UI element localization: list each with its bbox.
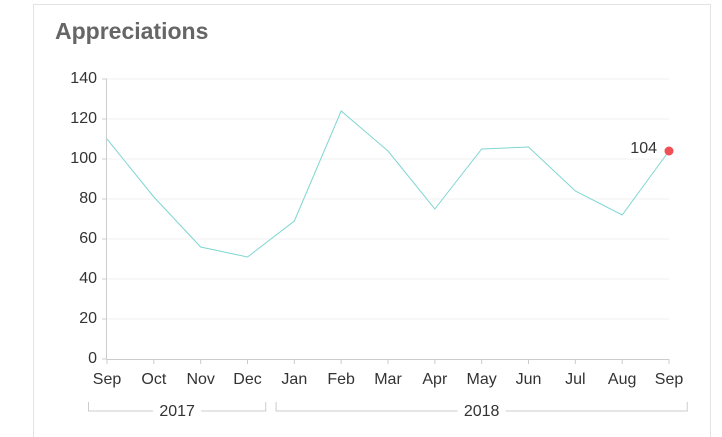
card — [33, 4, 711, 437]
y-tick-label: 100 — [70, 150, 97, 167]
x-tick-label: Apr — [422, 371, 448, 388]
x-tick-label: Nov — [186, 371, 214, 388]
x-tick-label: Jan — [281, 371, 307, 388]
highlight-point — [664, 146, 674, 156]
y-tick-label: 0 — [88, 350, 97, 367]
y-tick-label: 40 — [79, 270, 97, 287]
x-tick-label: Sep — [93, 371, 122, 388]
y-tick-label: 60 — [79, 230, 97, 247]
x-tick-label: Feb — [327, 371, 355, 388]
group-label-bg — [457, 403, 506, 419]
y-tick-label: 120 — [70, 110, 97, 127]
x-tick-label: Sep — [655, 371, 684, 388]
y-tick-label: 140 — [70, 70, 97, 87]
x-tick-label: Mar — [374, 371, 402, 388]
line — [106, 110, 670, 258]
x-tick-label: May — [467, 371, 497, 388]
y-tick-label: 20 — [79, 310, 97, 327]
data-label: 104 — [630, 140, 657, 157]
chart-title: Appreciations — [55, 18, 208, 44]
group-label-bg — [153, 403, 202, 419]
x-tick-label: Dec — [233, 371, 261, 388]
x-tick-label: Jul — [565, 371, 585, 388]
x-tick-label: Jun — [516, 371, 542, 388]
group-label: 2018 — [464, 403, 500, 420]
x-tick-label: Aug — [608, 371, 636, 388]
group-label: 2017 — [159, 403, 195, 420]
y-tick-label: 80 — [79, 190, 97, 207]
x-tick-label: Oct — [141, 371, 166, 388]
